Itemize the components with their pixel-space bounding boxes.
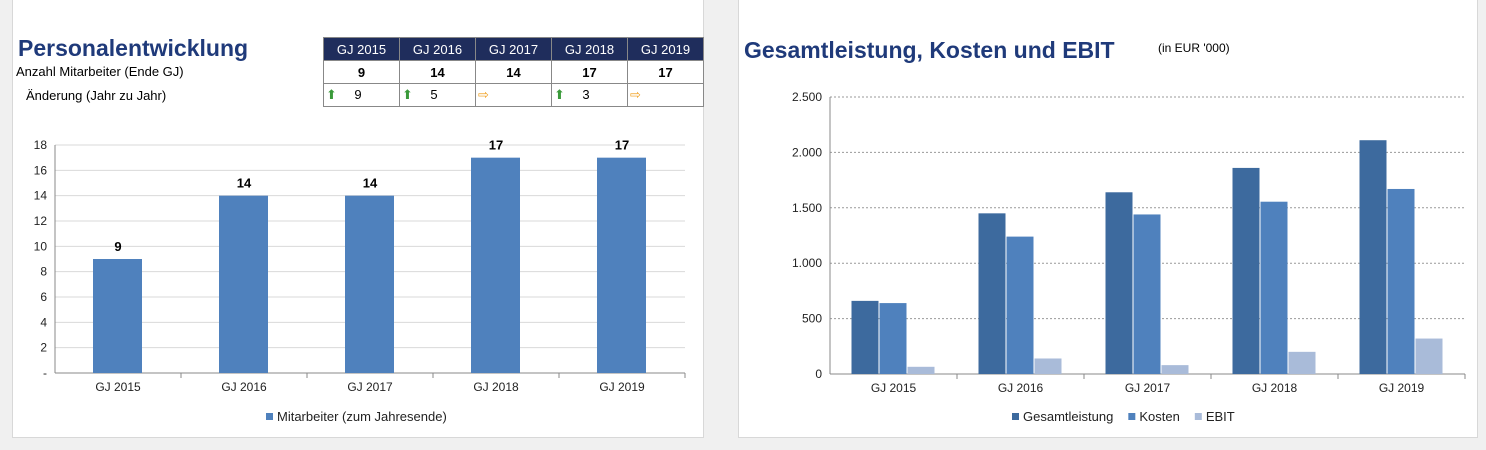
bar <box>1359 140 1387 374</box>
bar <box>1232 167 1260 374</box>
personnel-table: GJ 2015 GJ 2016 GJ 2017 GJ 2018 GJ 2019 9 14 14… <box>323 37 704 107</box>
bar <box>1006 236 1034 374</box>
bar <box>1034 358 1062 374</box>
bar <box>1387 188 1415 374</box>
y-tick-label: 8 <box>40 265 47 279</box>
y-tick-label: 14 <box>34 189 48 203</box>
bar <box>907 366 935 374</box>
y-tick-label: 1.000 <box>792 256 822 270</box>
right-title: Gesamtleistung, Kosten und EBIT <box>744 37 1115 63</box>
y-tick-label: 6 <box>40 290 47 304</box>
y-tick-label: 16 <box>34 163 48 177</box>
legend-swatch <box>1194 413 1202 420</box>
bar <box>93 259 142 373</box>
y-tick-label: 10 <box>34 239 48 253</box>
bar <box>597 157 646 373</box>
y-tick-label: 18 <box>34 138 48 152</box>
unit-label: (in EUR '000) <box>1158 41 1230 55</box>
y-tick-label: 2 <box>40 341 47 355</box>
arrow-up-icon: ⬆ <box>554 87 565 102</box>
bar <box>345 195 394 373</box>
legend-label: Mitarbeiter (zum Jahresende) <box>277 409 447 424</box>
legend-label: EBIT <box>1206 409 1235 424</box>
x-tick-label: GJ 2019 <box>1379 381 1425 395</box>
data-label: 14 <box>363 176 378 191</box>
bar <box>1260 201 1288 374</box>
legend-label: Gesamtleistung <box>1023 409 1113 424</box>
y-tick-label: 12 <box>34 214 48 228</box>
arrow-up-icon: ⬆ <box>326 87 337 102</box>
bar <box>219 195 268 373</box>
left-title: Personalentwicklung <box>18 35 249 61</box>
arrow-right-icon: ⇨ <box>630 87 641 102</box>
bar <box>1161 365 1189 374</box>
bar <box>851 300 879 374</box>
bar <box>471 157 520 373</box>
y-tick-label: 500 <box>802 312 822 326</box>
y-tick-label: - <box>43 366 47 380</box>
legend-swatch <box>266 413 273 420</box>
change-cell: ⇨ <box>475 83 552 107</box>
legend-swatch <box>1012 413 1019 420</box>
x-tick-label: GJ 2015 <box>95 380 141 394</box>
legend-swatch <box>1128 413 1136 420</box>
change-cell: ⇨ <box>627 83 704 107</box>
y-tick-label: 0 <box>815 367 822 381</box>
x-tick-label: GJ 2018 <box>473 380 519 394</box>
table-header: GJ 2017 <box>475 37 552 61</box>
table-header: GJ 2015 <box>323 37 400 61</box>
bar <box>879 303 907 374</box>
bar <box>1105 192 1133 374</box>
data-label: 14 <box>237 176 252 191</box>
arrow-up-icon: ⬆ <box>402 87 413 102</box>
y-tick-label: 1.500 <box>792 201 822 215</box>
bar <box>1133 214 1161 374</box>
x-tick-label: GJ 2016 <box>221 380 267 394</box>
data-label: 9 <box>114 239 121 254</box>
y-tick-label: 2.000 <box>792 145 822 159</box>
x-tick-label: GJ 2015 <box>871 381 917 395</box>
x-tick-label: GJ 2018 <box>1252 381 1298 395</box>
table-header: GJ 2019 <box>627 37 704 61</box>
bar <box>1288 351 1316 374</box>
bar <box>1415 338 1443 374</box>
data-label: 17 <box>489 138 503 153</box>
change-cell: ⬆ 3 <box>551 83 628 107</box>
arrow-right-icon: ⇨ <box>478 87 489 102</box>
row2-label: Änderung (Jahr zu Jahr) <box>26 88 167 103</box>
count-cell: 17 <box>627 60 704 84</box>
data-label: 17 <box>615 138 629 153</box>
bar <box>978 213 1006 374</box>
legend-label: Kosten <box>1139 409 1179 424</box>
table-header: GJ 2018 <box>551 37 628 61</box>
y-tick-label: 2.500 <box>792 90 822 104</box>
row1-label: Anzahl Mitarbeiter (Ende GJ) <box>16 64 184 79</box>
x-tick-label: GJ 2016 <box>998 381 1044 395</box>
y-tick-label: 4 <box>40 315 47 329</box>
change-cell: ⬆ 9 <box>323 83 400 107</box>
x-tick-label: GJ 2017 <box>1125 381 1171 395</box>
x-tick-label: GJ 2017 <box>347 380 393 394</box>
change-cell: ⬆ 5 <box>399 83 476 107</box>
x-tick-label: GJ 2019 <box>599 380 645 394</box>
